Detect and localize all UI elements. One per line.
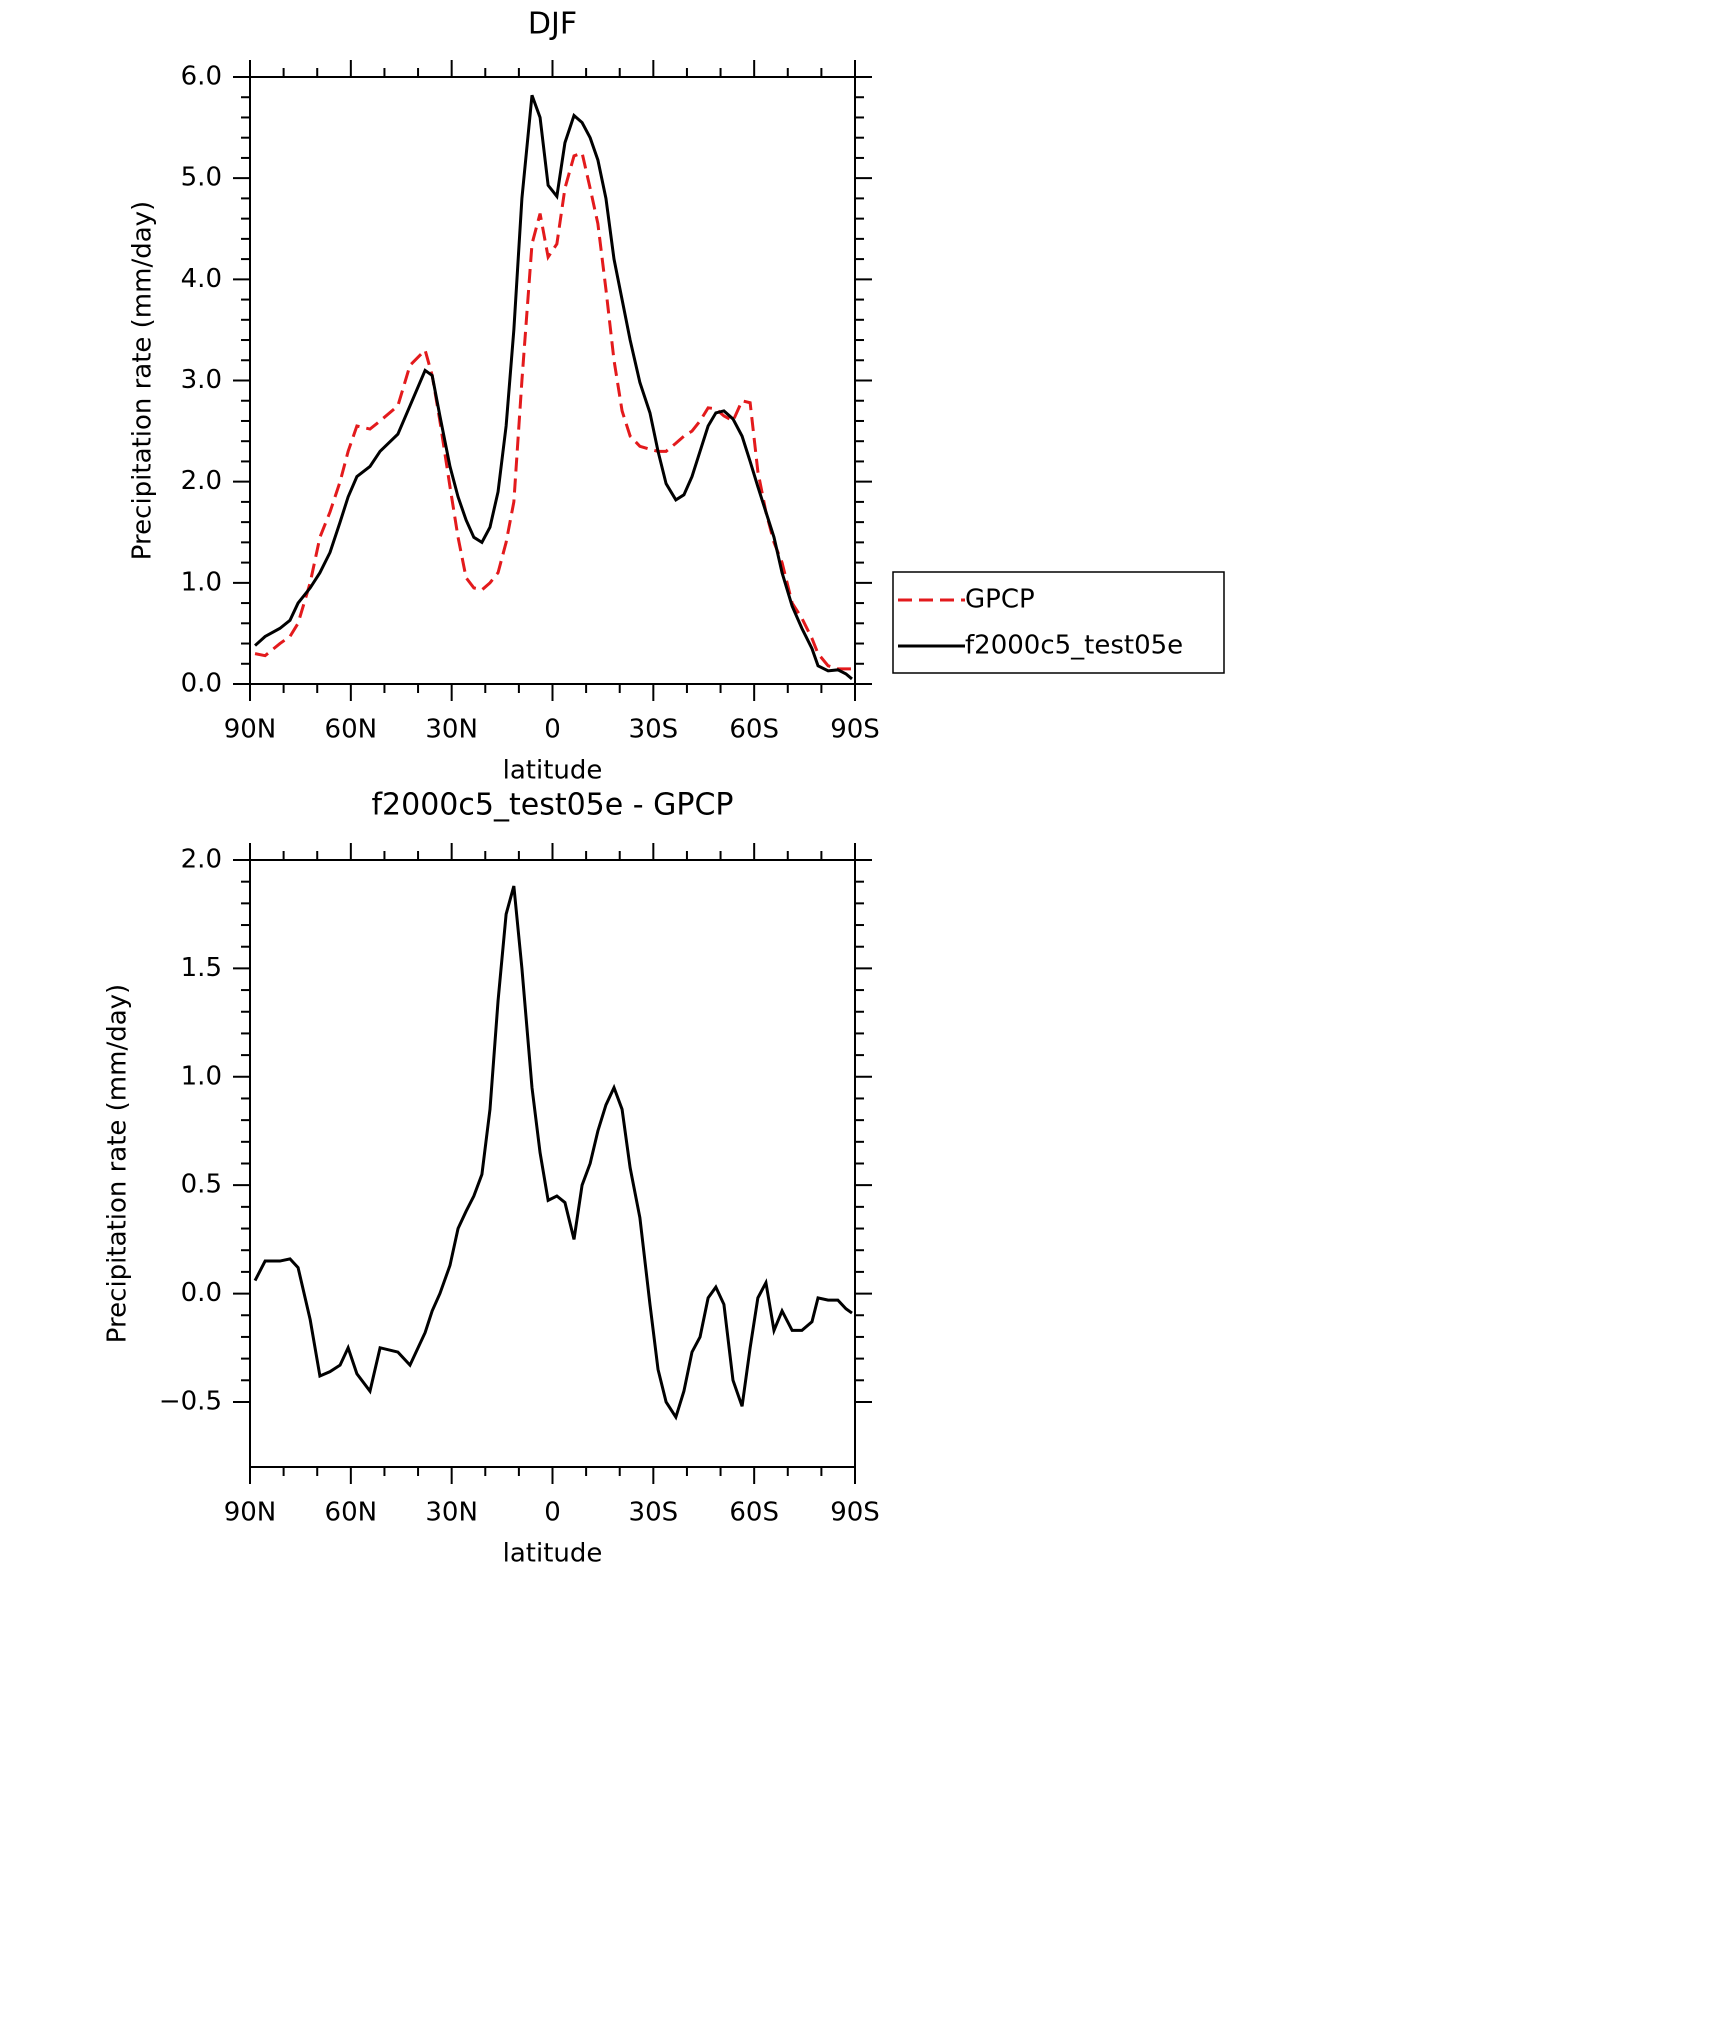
- x-tick-label: 60N: [325, 1498, 378, 1528]
- y-tick-label: 0.0: [181, 1278, 222, 1308]
- y-tick-label: 6.0: [181, 62, 222, 92]
- x-tick-label: 90S: [830, 1498, 880, 1528]
- legend-label: f2000c5_test05e: [965, 631, 1183, 661]
- x-tick-label: 60S: [729, 715, 779, 745]
- plot-frame: [249, 76, 856, 685]
- x-tick-label: 30N: [425, 1498, 478, 1528]
- y-tick-label: 3.0: [181, 365, 222, 395]
- x-tick-label: 0: [544, 1498, 561, 1528]
- data-line: [254, 150, 852, 671]
- y-tick-label: 4.0: [181, 264, 222, 294]
- legend-label: GPCP: [965, 585, 1035, 615]
- chart-title: f2000c5_test05e - GPCP: [371, 788, 733, 823]
- x-tick-label: 30N: [425, 715, 478, 745]
- y-tick-label: 0.0: [181, 669, 222, 699]
- y-tick-label: 1.0: [181, 1061, 222, 1091]
- y-tick-label: 2.0: [181, 845, 222, 875]
- y-tick-label: 1.5: [181, 953, 222, 983]
- x-axis-label: latitude: [503, 1539, 603, 1569]
- x-tick-label: 0: [544, 715, 561, 745]
- x-tick-label: 90N: [224, 1498, 277, 1528]
- x-tick-label: 30S: [629, 1498, 679, 1528]
- x-tick-label: 90N: [224, 715, 277, 745]
- y-tick-label: 5.0: [181, 163, 222, 193]
- x-axis-label: latitude: [503, 756, 603, 786]
- data-line: [253, 885, 853, 1421]
- plot-frame: [249, 859, 856, 1468]
- data-line: [254, 94, 853, 681]
- y-tick-label: −0.5: [159, 1386, 222, 1416]
- x-tick-label: 30S: [629, 715, 679, 745]
- y-tick-label: 1.0: [181, 567, 222, 597]
- y-tick-label: 2.0: [181, 466, 222, 496]
- x-tick-label: 60S: [729, 1498, 779, 1528]
- y-axis-label: Precipitation rate (mm/day): [103, 984, 133, 1343]
- x-tick-label: 60N: [325, 715, 378, 745]
- chart-title: DJF: [528, 7, 577, 42]
- y-axis-label: Precipitation rate (mm/day): [128, 201, 158, 560]
- legend-box: [892, 571, 1225, 674]
- x-tick-label: 90S: [830, 715, 880, 745]
- y-tick-label: 0.5: [181, 1170, 222, 1200]
